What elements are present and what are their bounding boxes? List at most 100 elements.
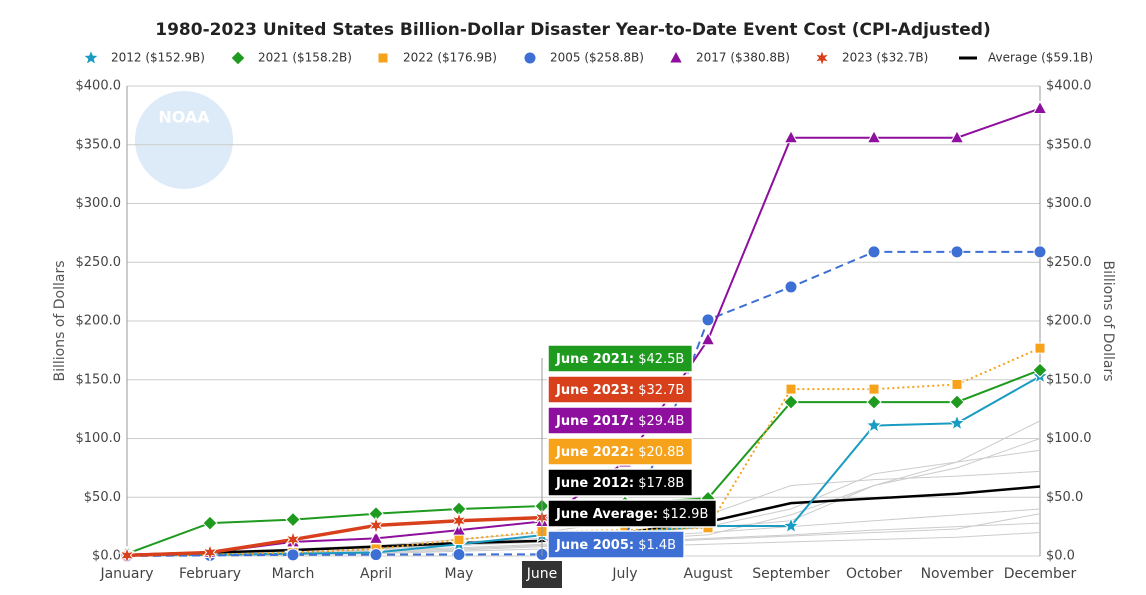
star-marker [782, 516, 800, 534]
tooltip-text: June 2022: $20.8B [555, 445, 684, 460]
diamond-marker [949, 394, 965, 410]
y-tick-label: $350.0 [76, 137, 122, 152]
tooltip-label: June 2023: [555, 383, 634, 398]
series-line [126, 347, 1041, 557]
circle-marker [701, 313, 715, 327]
star-marker [82, 48, 100, 66]
circle-marker [369, 548, 383, 562]
burst-marker [813, 48, 831, 68]
burst-marker [118, 545, 136, 565]
x-tick-label: April [360, 566, 392, 582]
triangle-marker [949, 129, 965, 144]
x-tick-label: October [846, 566, 902, 582]
diamond-marker [1032, 362, 1048, 378]
y2-tick-label: $300.0 [1046, 196, 1092, 211]
tooltip-value: $12.9B [662, 507, 708, 522]
legend-label: Average ($59.1B) [988, 51, 1093, 65]
tooltip-box [547, 499, 718, 528]
legend-item: 2005 ($258.8B) [523, 51, 644, 65]
tooltip-value: $20.8B [638, 445, 684, 460]
tooltip: June 2022: $20.8B [547, 437, 694, 466]
legend-label: 2012 ($152.9B) [111, 51, 205, 65]
circle-marker [867, 245, 881, 259]
circle-marker [286, 548, 300, 562]
y2-tick-label: $200.0 [1046, 314, 1092, 329]
circle-marker [784, 280, 798, 294]
tooltip: June Average: $12.9B [547, 499, 718, 528]
tooltip-value: $29.4B [638, 414, 684, 429]
y2-tick-label: $100.0 [1046, 431, 1092, 446]
triangle-marker [668, 49, 684, 64]
series-line [126, 515, 543, 558]
y2-tick-label: $350.0 [1046, 137, 1092, 152]
star-marker [865, 416, 883, 434]
triangle-marker [783, 129, 799, 144]
tooltip-label: June 2012: [555, 476, 634, 491]
tooltip-box [547, 530, 685, 559]
circle-marker [523, 51, 537, 65]
x-tick-label: March [272, 566, 315, 582]
star-marker [948, 413, 966, 431]
x-tick-label: February [179, 566, 241, 582]
diamond-marker [866, 394, 882, 410]
circle-marker [1033, 245, 1047, 259]
circle-marker [452, 547, 466, 561]
tooltip: June 2021: $42.5B [547, 344, 694, 373]
x-tick-label: November [921, 566, 994, 582]
y-tick-label: $200.0 [76, 314, 122, 329]
x-tick-label: January [99, 566, 153, 582]
diamond-marker [783, 394, 799, 410]
logo-circle [135, 91, 233, 189]
square-marker [453, 534, 465, 546]
tooltip: June 2012: $17.8B [547, 468, 694, 497]
tooltip-label: June 2005: [555, 538, 634, 553]
burst-marker [284, 529, 302, 549]
legend-item: 2022 ($176.9B) [377, 51, 497, 65]
tooltip-value: $17.8B [638, 476, 684, 491]
y-tick-label: $50.0 [84, 490, 121, 505]
legend-item: 2012 ($152.9B) [82, 48, 205, 66]
y-tick-label: $150.0 [76, 372, 122, 387]
y-tick-label: $0.0 [92, 549, 121, 564]
square-marker [1034, 342, 1046, 354]
tooltip-box [547, 406, 694, 435]
tooltip-value: $32.7B [638, 383, 684, 398]
tooltip-value: $42.5B [638, 352, 684, 367]
tooltip-text: June 2012: $17.8B [555, 476, 684, 491]
triangle-marker [368, 530, 384, 544]
legend-item: 2023 ($32.7B) [813, 48, 928, 68]
y2-tick-label: $50.0 [1046, 490, 1083, 505]
y2-tick-label: $150.0 [1046, 372, 1092, 387]
tooltip-label: June 2022: [555, 445, 634, 460]
y-tick-label: $250.0 [76, 255, 122, 270]
tooltip-label: June 2017: [555, 414, 634, 429]
y-tick-label: $400.0 [76, 79, 122, 94]
y2-tick-label: $0.0 [1046, 549, 1075, 564]
x-tick-label: May [445, 566, 474, 582]
tooltip: June 2017: $29.4B [547, 406, 694, 435]
legend-label: 2017 ($380.8B) [696, 51, 790, 65]
burst-marker [450, 511, 468, 531]
x-tick-label: September [752, 566, 830, 582]
burst-marker [201, 543, 219, 563]
legend-item: 2021 ($158.2B) [230, 50, 352, 66]
y-tick-label: $300.0 [76, 196, 122, 211]
tooltip-box [547, 468, 694, 497]
y-tick-label: $100.0 [76, 431, 122, 446]
x-tick-label: July [611, 566, 637, 582]
burst-marker [367, 516, 385, 536]
legend-label: 2005 ($258.8B) [550, 51, 644, 65]
tooltip-label: June 2021: [555, 352, 634, 367]
diamond-marker [202, 515, 218, 531]
x-tick-label: June [526, 566, 558, 582]
circle-marker [950, 245, 964, 259]
tooltip: June 2005: $1.4B [547, 530, 685, 559]
x-tick-label: December [1004, 566, 1077, 582]
square-marker [868, 383, 880, 395]
tooltip-text: June 2005: $1.4B [555, 538, 676, 553]
square-marker [785, 383, 797, 395]
tooltip-label: June Average: [555, 507, 658, 522]
noaa-logo: NOAA [135, 91, 233, 189]
tooltip-text: June Average: $12.9B [555, 507, 708, 522]
highlight-box [522, 561, 562, 588]
